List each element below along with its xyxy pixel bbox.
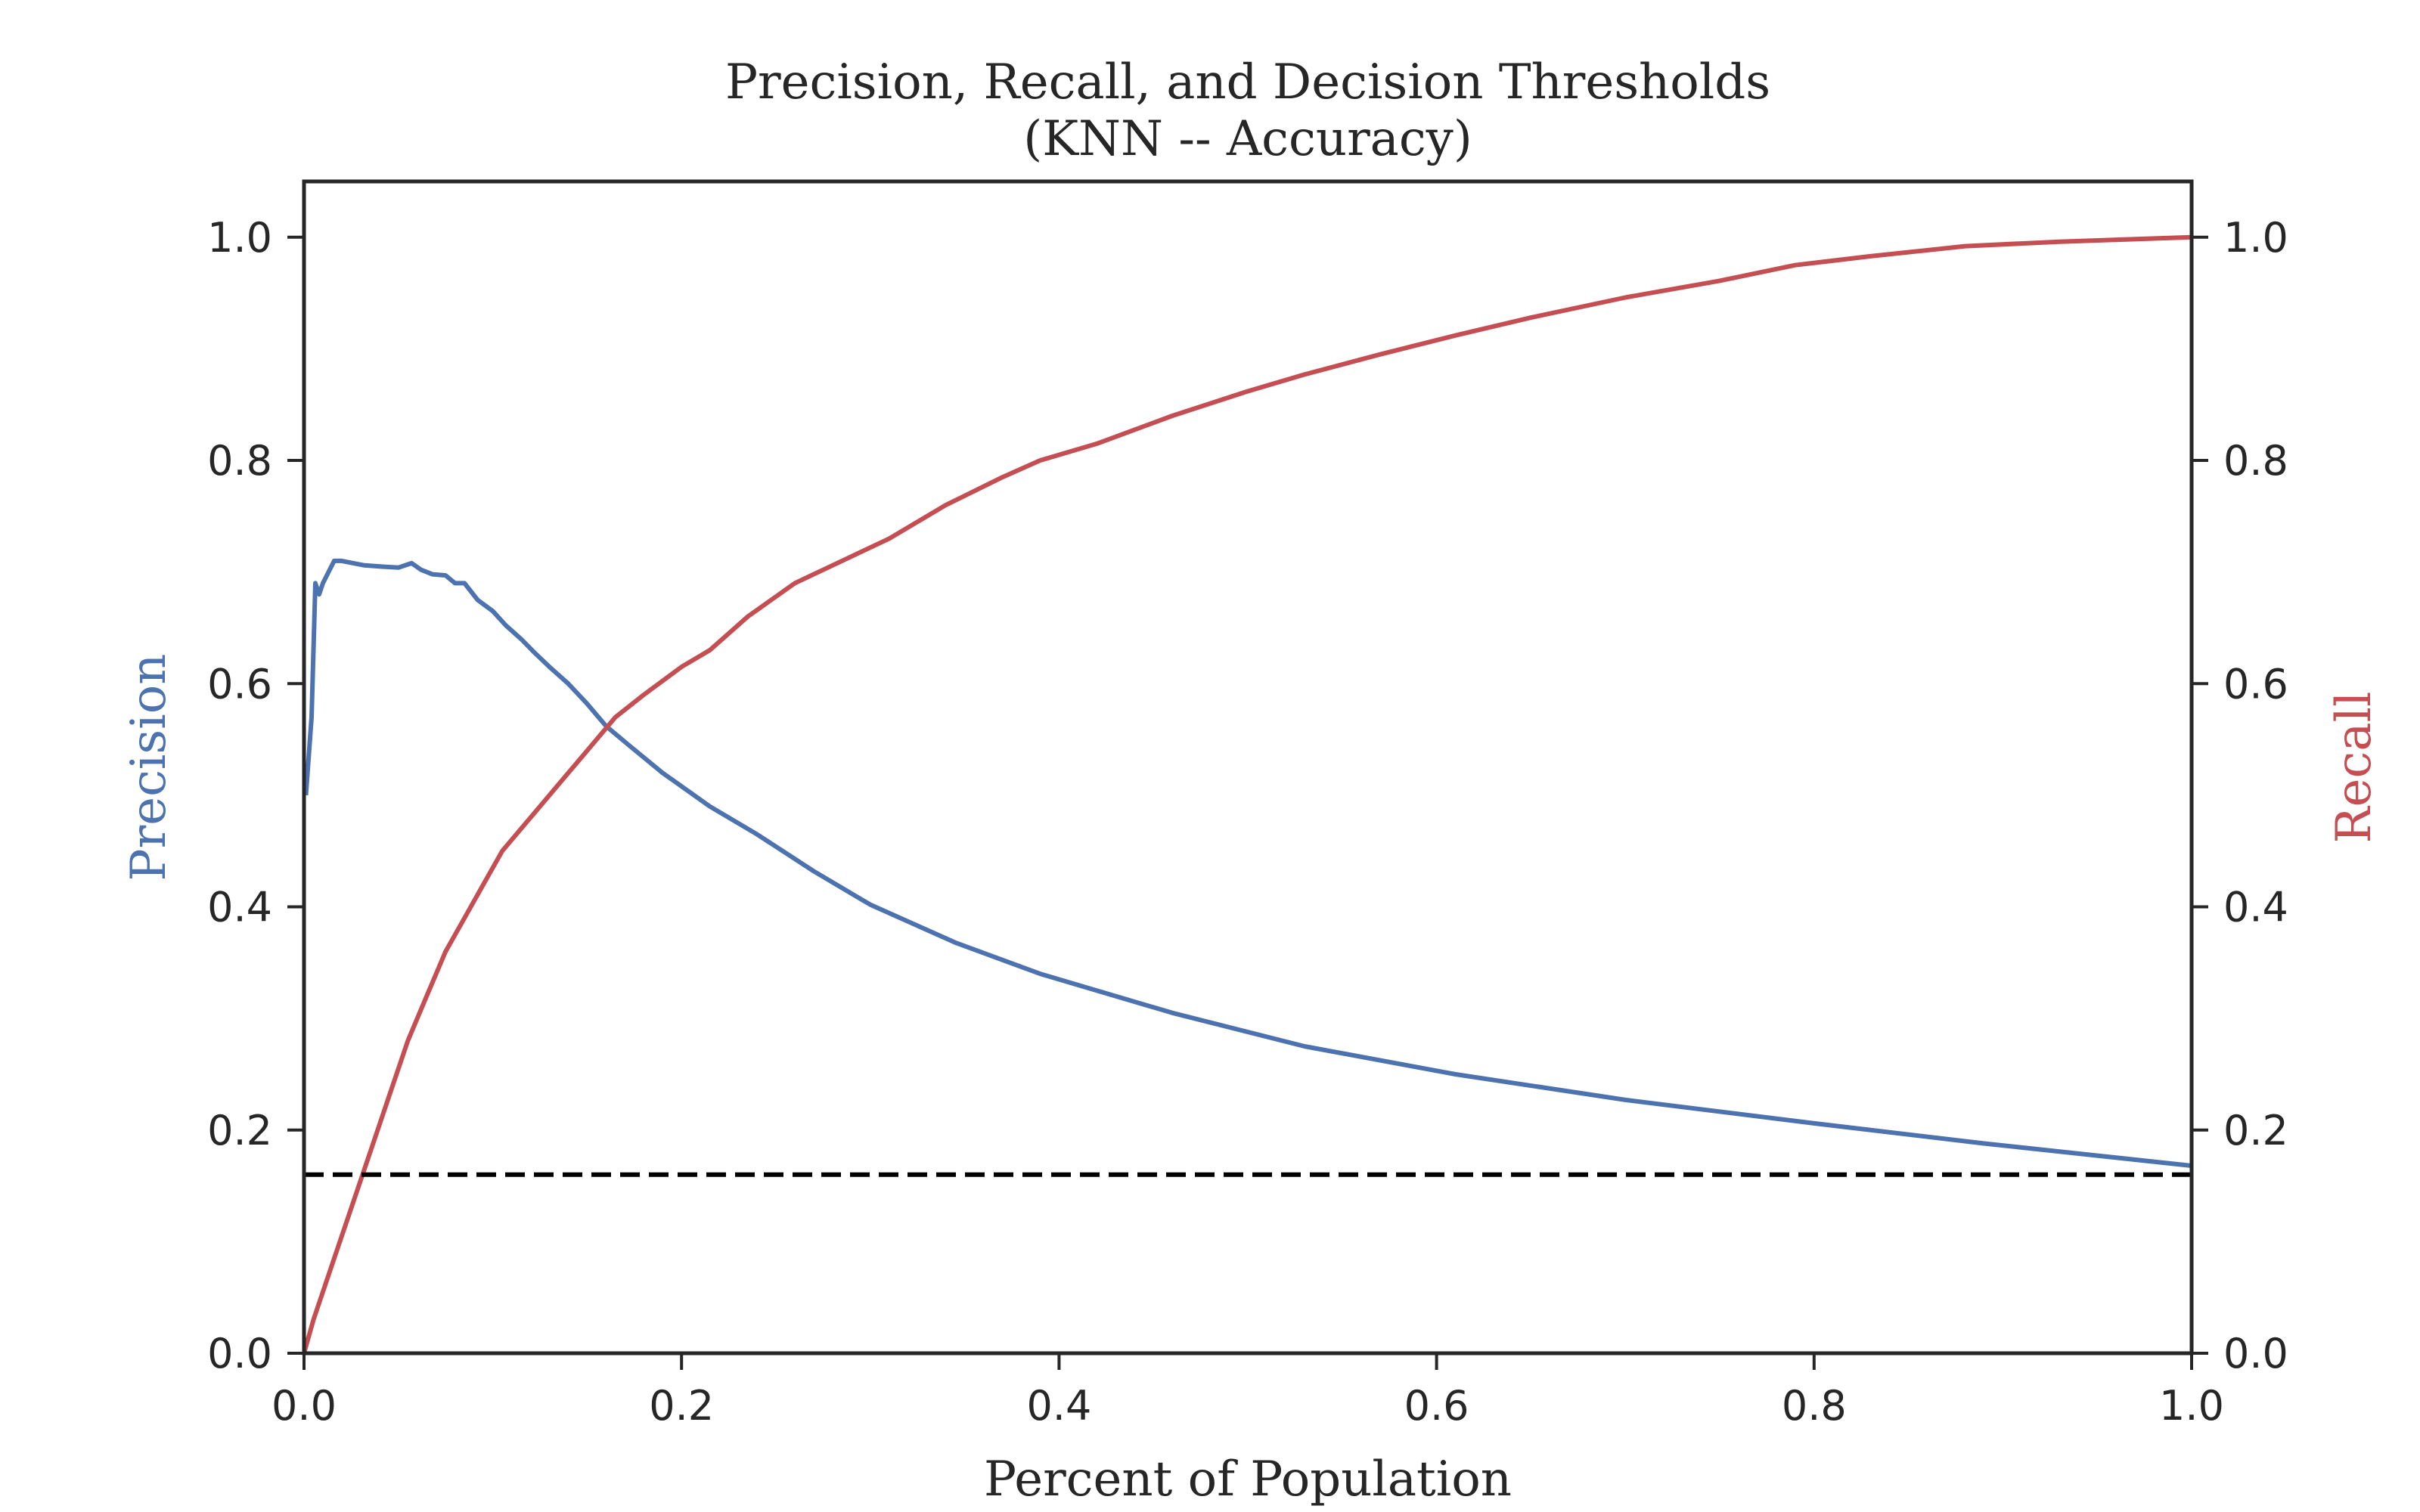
y-right-tick-label: 0.0: [2223, 1330, 2288, 1377]
series-layer: [302, 234, 2192, 1354]
y-right-tick-label: 1.0: [2223, 214, 2288, 262]
series-line-recall: [302, 234, 2192, 1354]
x-tick-label: 0.0: [271, 1382, 337, 1430]
y-axis-label-recall: Recall: [2326, 692, 2382, 844]
x-tick-label: 1.0: [2159, 1382, 2224, 1430]
y-right-tick-label: 0.2: [2223, 1107, 2288, 1154]
y-right-tick-label: 0.8: [2223, 437, 2288, 485]
x-tick-label: 0.2: [649, 1382, 714, 1430]
series-line-precision: [303, 558, 2192, 1168]
ticks-layer: 0.0 0.2 0.4 0.6 0.8 1.0 0.0 0.2 0.4 0.6 0.8 1.0 0.0 0…: [207, 214, 2288, 1430]
y-left-tick-label: 1.0: [207, 214, 272, 262]
y-axis-label-precision: Precision: [121, 654, 177, 881]
y-right-tick-label: 0.4: [2223, 884, 2288, 931]
x-axis-label: Percent of Population: [984, 1452, 1512, 1507]
x-tick-label: 0.8: [1782, 1382, 1847, 1430]
y-right-tick-label: 0.6: [2223, 660, 2288, 708]
chart-subtitle: (KNN -- Accuracy): [1023, 111, 1472, 167]
y-left-tick-label: 0.0: [207, 1330, 272, 1377]
plot-frame: [302, 179, 2194, 1356]
x-tick-label: 0.4: [1026, 1382, 1091, 1430]
y-left-tick-label: 0.4: [207, 884, 272, 931]
y-left-tick-label: 0.8: [207, 437, 272, 485]
x-tick-label: 0.6: [1404, 1382, 1469, 1430]
y-left-tick-label: 0.2: [207, 1107, 272, 1154]
y-left-tick-label: 0.6: [207, 660, 272, 708]
chart-title: Precision, Recall, and Decision Threshol…: [725, 54, 1770, 110]
